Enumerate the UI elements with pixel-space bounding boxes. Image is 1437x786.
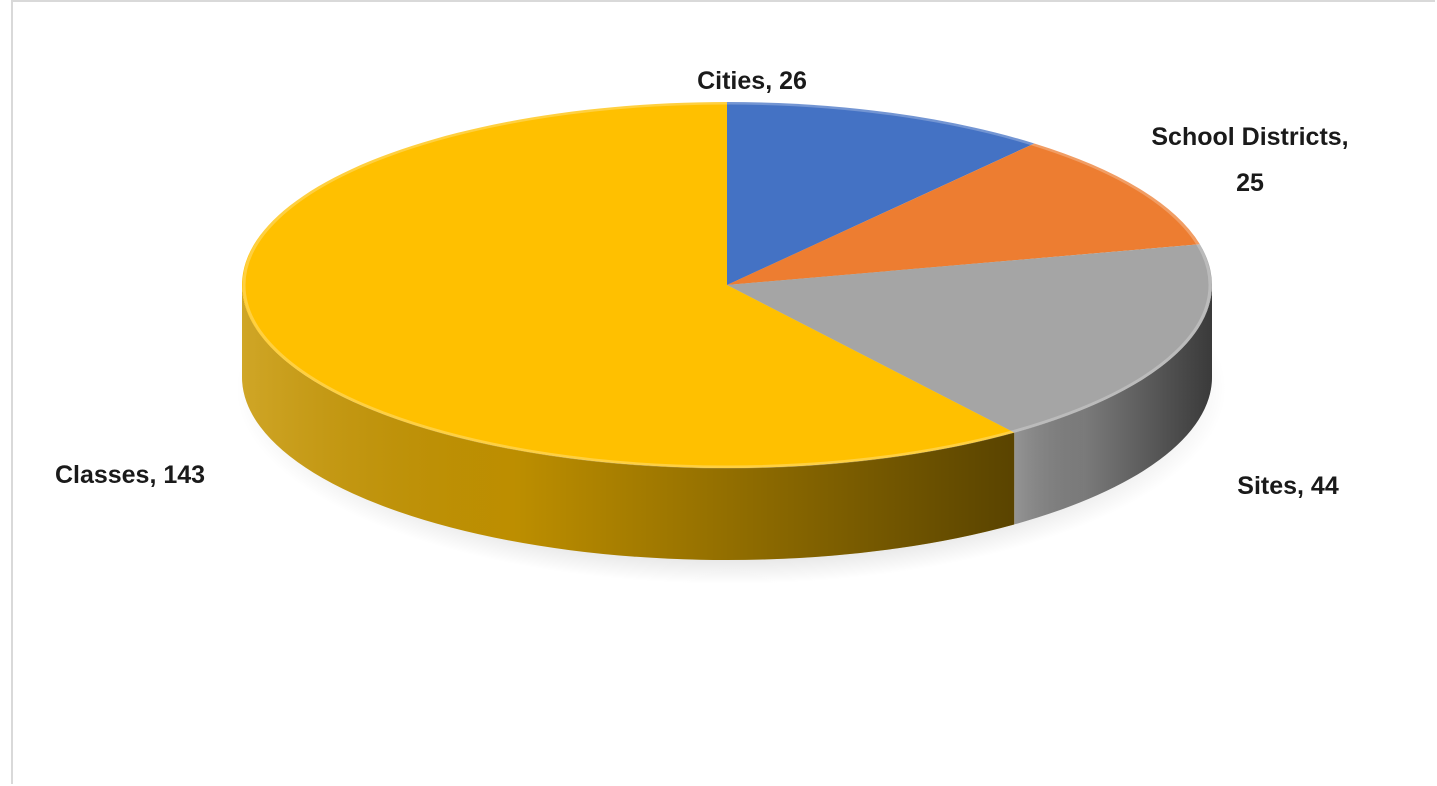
data-label-layer: Cities, 26 School Districts, 25 Sites, 44 Cl… (55, 67, 1349, 500)
pie-top-layer (241, 101, 1212, 469)
data-label-line: Sites, 44 (1237, 472, 1339, 500)
data-label-school-districts: School Districts, 25 (1151, 123, 1348, 197)
data-label-cities: Cities, 26 (697, 67, 807, 95)
data-label-sites: Sites, 44 (1237, 472, 1339, 500)
data-label-line: Classes, 143 (55, 461, 205, 489)
data-label-line: School Districts, (1151, 123, 1348, 151)
data-label-line: 25 (1236, 169, 1264, 197)
pie-rim-highlight (242, 101, 1212, 469)
pie-side-shade-sites (1014, 285, 1212, 525)
pie-side-shade-classes (242, 285, 1015, 560)
pie-slice-classes (241, 102, 1015, 469)
pie-slice-sites (727, 244, 1212, 433)
pie-slice-school-districts (727, 143, 1200, 285)
pie-side-layer (242, 285, 1212, 560)
pie-slice-cities (727, 102, 1035, 285)
data-label-classes: Classes, 143 (55, 461, 205, 489)
chart-frame (11, 0, 1435, 784)
data-label-line: Cities, 26 (697, 67, 807, 95)
